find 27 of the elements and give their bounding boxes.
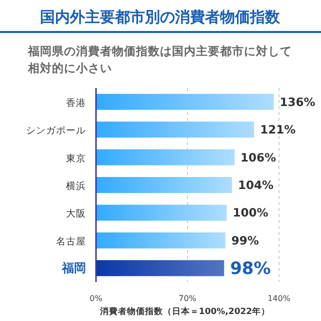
x-axis-title: 消費者物価指数（日本＝100%,2022年） [98, 306, 270, 317]
data-label: 99% [231, 233, 260, 248]
bar [96, 149, 235, 166]
x-tick-label: 70% [178, 294, 197, 303]
y-tick-label: 横浜 [66, 180, 86, 192]
y-tick-label: シンガポール [26, 126, 86, 137]
data-label: 106% [240, 150, 277, 164]
data-label: 121% [260, 122, 296, 137]
y-tick-label: 東京 [66, 152, 86, 164]
y-tick-label: 大阪 [66, 208, 86, 220]
y-tick-label: 香港 [66, 96, 86, 109]
bar [96, 122, 254, 138]
y-tick-label: 福岡 [61, 261, 86, 276]
data-label: 98% [230, 259, 271, 280]
bar [96, 260, 224, 276]
chart-title: 国内外主要都市別の消費者物価指数 [40, 8, 281, 26]
y-tick-label: 名古屋 [56, 235, 86, 248]
bar [96, 232, 226, 248]
chart-subtitle: 福岡県の消費者物価指数は国内主要都市に対して相対的に小さい [27, 44, 292, 75]
x-tick-label: 0% [90, 294, 103, 303]
bar [96, 177, 232, 193]
x-tick-label: 140% [268, 294, 291, 303]
bar [96, 94, 274, 110]
data-label: 136% [280, 94, 316, 109]
data-label: 100% [232, 206, 269, 220]
data-label: 104% [238, 178, 274, 192]
bar [96, 204, 227, 221]
